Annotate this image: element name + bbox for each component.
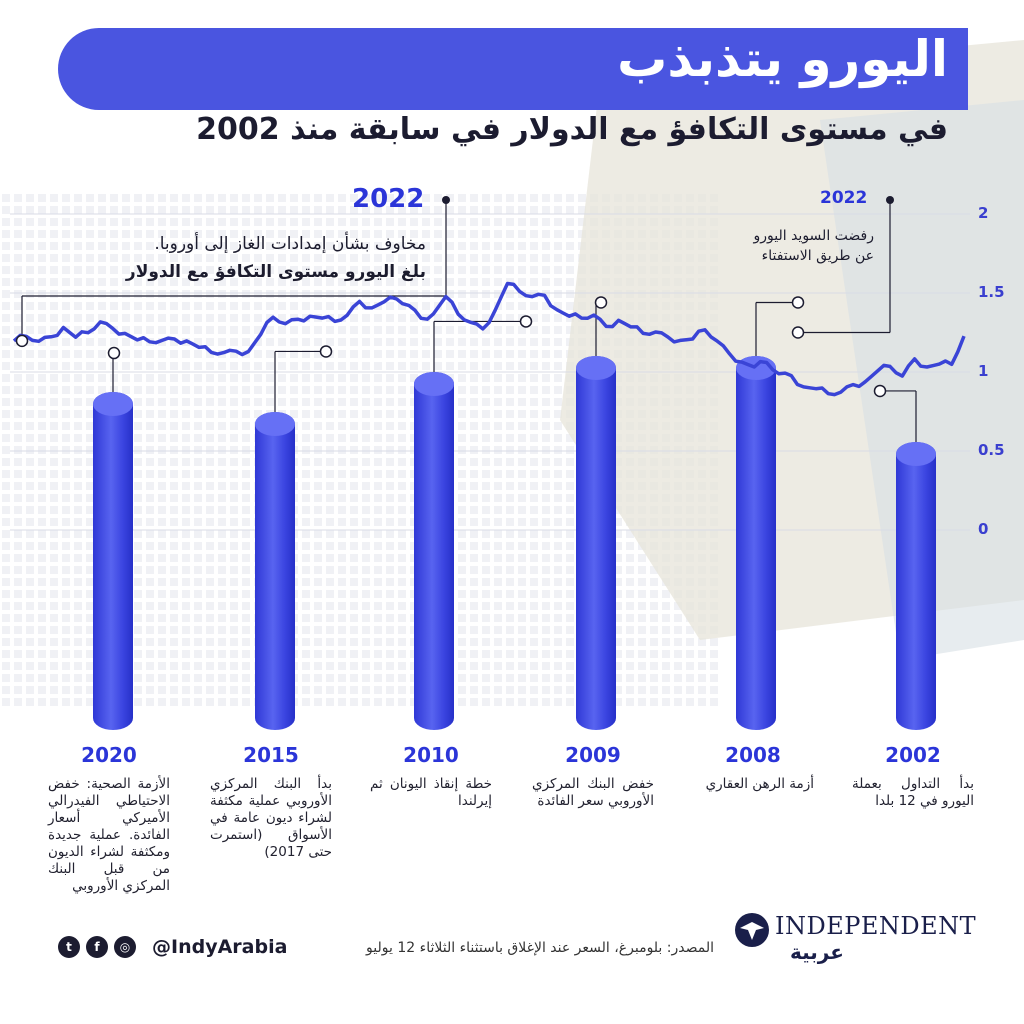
event-year-label: 2020 xyxy=(81,743,137,767)
logo-subtitle: عربية xyxy=(790,940,844,964)
euro-dollar-line xyxy=(12,281,966,397)
y-tick-label: 1 xyxy=(978,362,989,380)
event-year-label: 2008 xyxy=(725,743,781,767)
source-note: المصدر: بلومبرغ، السعر عند الإغلاق باستث… xyxy=(366,940,714,956)
annotation-left-year: 2022 xyxy=(352,184,425,214)
page-title: اليورو يتذبذب xyxy=(617,30,948,88)
facebook-icon[interactable]: f xyxy=(86,936,108,958)
social-handle[interactable]: @IndyArabia xyxy=(152,936,288,958)
event-marker xyxy=(319,345,333,358)
event-column-2008 xyxy=(736,356,776,730)
event-column-2002 xyxy=(896,442,936,730)
event-year-label: 2010 xyxy=(403,743,459,767)
annotation-right-line1: رفضت السويد اليورو xyxy=(753,228,875,244)
event-year-label: 2015 xyxy=(243,743,299,767)
annotation-right-line2: عن طريق الاستفتاء xyxy=(761,248,874,264)
annotation-connectors xyxy=(21,196,917,442)
event-column-2015 xyxy=(255,412,295,730)
instagram-icon[interactable]: ◎ xyxy=(114,936,136,958)
annotation-dot xyxy=(886,196,894,204)
event-marker xyxy=(791,296,805,309)
event-marker xyxy=(107,346,121,360)
event-column-2010 xyxy=(414,372,454,730)
event-description: خطة إنقاذ اليونان ثم إيرلندا xyxy=(370,776,492,809)
event-marker xyxy=(519,315,533,328)
event-description: أزمة الرهن العقاري xyxy=(705,776,814,792)
event-year-label: 2002 xyxy=(885,743,941,767)
chart-gridlines xyxy=(10,213,970,531)
annotation-dot xyxy=(442,196,450,204)
twitter-icon[interactable]: t xyxy=(58,936,80,958)
y-tick-label: 0.5 xyxy=(978,441,1005,459)
page-subtitle: في مستوى التكافؤ مع الدولار في سابقة منذ… xyxy=(196,112,948,147)
event-description: الأزمة الصحية: خفض الاحتياطي الفيدرالي ا… xyxy=(48,776,170,894)
event-description: خفض البنك المركزي الأوروبي سعر الفائدة xyxy=(532,776,654,809)
event-marker xyxy=(873,384,887,398)
annotation-left-line1: مخاوف بشأن إمدادات الغاز إلى أوروبا. xyxy=(154,234,426,254)
event-column-2009 xyxy=(576,356,616,730)
event-markers xyxy=(15,296,887,398)
logo-wordmark: INDEPENDENT xyxy=(775,912,977,940)
event-year-label: 2009 xyxy=(565,743,621,767)
y-tick-label: 0 xyxy=(978,520,989,538)
y-tick-label: 2 xyxy=(978,204,989,222)
event-marker xyxy=(15,334,29,348)
event-marker xyxy=(791,326,805,339)
event-description: بدأ التداول بعملة اليورو في 12 بلدا xyxy=(852,776,974,809)
independent-eagle-logo-icon xyxy=(735,913,769,947)
event-description: بدأ البنك المركزي الأوروبي عملية مكثفة ل… xyxy=(210,776,332,860)
y-tick-label: 1.5 xyxy=(978,283,1005,301)
event-column-2020 xyxy=(93,392,133,730)
annotation-right-year: 2022 xyxy=(820,188,868,208)
annotation-left-line2: بلغ اليورو مستوى التكافؤ مع الدولار xyxy=(125,262,426,282)
title-banner xyxy=(58,28,968,110)
event-marker xyxy=(594,296,608,309)
